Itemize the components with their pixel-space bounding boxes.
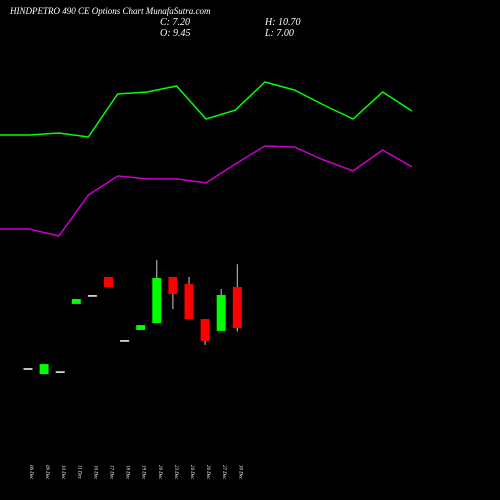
candle-body: [200, 319, 210, 341]
candle-body: [152, 278, 162, 324]
candle-body: [232, 286, 242, 328]
x-tick-label: 27 Dec: [221, 465, 226, 480]
line-series: [0, 81, 413, 138]
x-tick-label: 19 Dec: [141, 465, 146, 480]
ohlc-label: L: 7.00: [264, 28, 294, 39]
ohlc-label: C: 7.20: [160, 17, 190, 28]
x-tick-label: 24 Dec: [189, 465, 194, 480]
candle-body: [39, 364, 49, 375]
chart-title: HINDPETRO 490 CE Options Chart MunafaSut…: [9, 6, 211, 16]
candle-body: [184, 284, 194, 320]
x-tick-label: 18 Dec: [125, 465, 130, 480]
x-tick-label: 17 Dec: [109, 465, 114, 480]
x-tick-label: 20 Dec: [157, 465, 162, 480]
x-tick-label: 26 Dec: [205, 465, 210, 480]
x-tick-label: 16 Dec: [92, 465, 97, 480]
x-tick-label: 23 Dec: [173, 465, 178, 480]
x-tick-label: 06 Dec: [28, 465, 33, 480]
x-tick-label: 10 Dec: [60, 465, 65, 480]
candle-body: [216, 295, 226, 331]
x-tick-label: 09 Dec: [44, 465, 49, 480]
candle-body: [136, 325, 146, 330]
x-tick-label: 30 Dec: [237, 465, 242, 480]
x-tick-label: 11 Dec: [76, 465, 81, 480]
line-series: [0, 145, 413, 237]
candle-body: [104, 276, 113, 287]
ohlc-label: O: 9.45: [160, 28, 191, 39]
ohlc-label: H: 10.70: [264, 17, 301, 28]
candle-body: [71, 299, 81, 304]
candle-body: [168, 276, 178, 294]
